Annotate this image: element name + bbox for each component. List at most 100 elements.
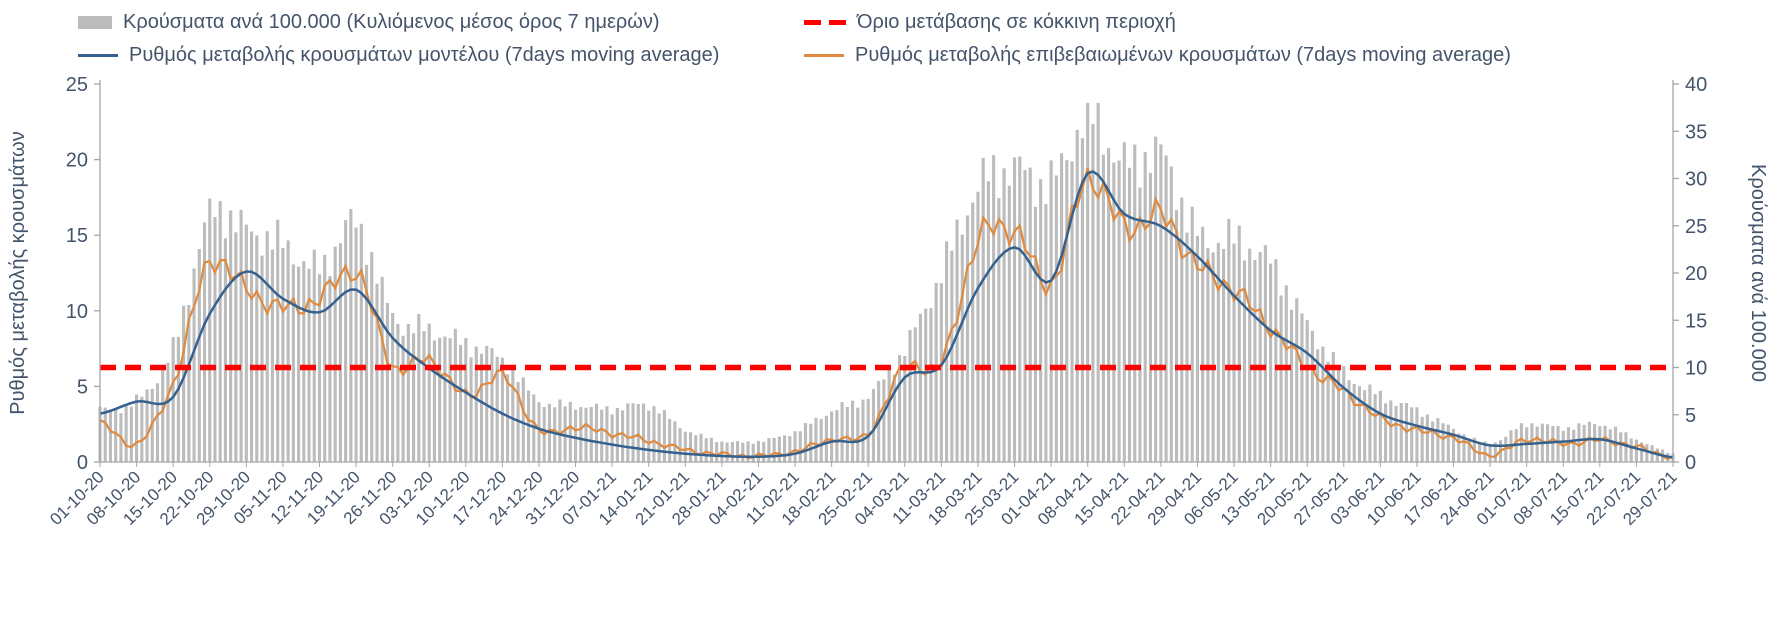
bar bbox=[1049, 160, 1053, 462]
bar bbox=[1206, 247, 1210, 462]
bar bbox=[1253, 259, 1257, 462]
axes bbox=[99, 80, 1674, 463]
bar bbox=[1201, 226, 1205, 462]
bar bbox=[882, 379, 886, 462]
left-axis-tick-label: 25 bbox=[66, 74, 88, 96]
bar bbox=[871, 389, 876, 462]
bar bbox=[391, 312, 395, 462]
bar bbox=[945, 241, 949, 462]
bar bbox=[197, 249, 201, 462]
bar bbox=[1331, 352, 1335, 462]
bar bbox=[955, 219, 959, 462]
bar bbox=[704, 438, 708, 462]
bar bbox=[1566, 427, 1571, 462]
bar bbox=[1436, 418, 1440, 462]
bar bbox=[756, 440, 761, 462]
bar bbox=[537, 402, 541, 462]
bar bbox=[600, 409, 604, 462]
right-axis-tick-label: 5 bbox=[1685, 405, 1696, 427]
model-line-series bbox=[99, 170, 1674, 459]
left-axis-tick-label: 10 bbox=[66, 301, 88, 323]
bar bbox=[1556, 426, 1560, 462]
bar bbox=[427, 323, 431, 462]
bar bbox=[573, 409, 578, 462]
bar bbox=[1415, 407, 1419, 462]
bar bbox=[234, 232, 238, 462]
bar bbox=[751, 443, 755, 462]
bar bbox=[1279, 295, 1283, 462]
bar bbox=[1122, 142, 1126, 463]
bar bbox=[1378, 390, 1382, 462]
bar bbox=[1258, 251, 1262, 462]
bar bbox=[735, 441, 740, 462]
bar bbox=[187, 305, 191, 462]
bar bbox=[1033, 206, 1038, 462]
bar bbox=[934, 282, 938, 462]
bar bbox=[1039, 179, 1043, 463]
bar bbox=[971, 202, 975, 462]
left-axis-title: Ρυθμός μεταβολής κρουσμάτων bbox=[7, 131, 29, 415]
bar bbox=[1143, 152, 1147, 462]
bar bbox=[1441, 423, 1445, 462]
bar bbox=[1211, 252, 1215, 462]
legend-item-cases-bars: Κρούσματα ανά 100.000 (Κυλιόμενος μέσος … bbox=[78, 6, 804, 39]
bar bbox=[1305, 320, 1309, 462]
bar bbox=[788, 436, 792, 462]
bar bbox=[1232, 243, 1236, 462]
bar bbox=[1216, 242, 1220, 462]
left-axis-tick-label: 0 bbox=[77, 452, 88, 474]
bar bbox=[699, 433, 703, 462]
legend-label-cases-bars: Κρούσματα ανά 100.000 (Κυλιόμενος μέσος … bbox=[123, 11, 660, 33]
left-axis-title-group: Ρυθμός μεταβολής κρουσμάτων bbox=[7, 131, 29, 415]
bar bbox=[1133, 144, 1137, 462]
bar bbox=[1363, 390, 1367, 462]
bar bbox=[1248, 248, 1252, 462]
legend-item-model-line: Ρυθμός μεταβολής κρουσμάτων μοντέλου (7d… bbox=[78, 39, 804, 72]
bar bbox=[432, 340, 437, 462]
bar bbox=[422, 331, 426, 462]
bar bbox=[1587, 421, 1591, 462]
bar bbox=[579, 407, 583, 462]
bar bbox=[965, 215, 970, 462]
bar bbox=[370, 252, 374, 462]
bar bbox=[218, 201, 222, 462]
bar bbox=[239, 209, 243, 462]
bar bbox=[903, 355, 907, 462]
bar bbox=[1624, 432, 1628, 462]
bar bbox=[1519, 423, 1524, 462]
bar bbox=[464, 337, 468, 462]
bar bbox=[385, 303, 389, 462]
bar bbox=[1462, 434, 1466, 462]
bar bbox=[803, 423, 808, 462]
bar bbox=[1368, 384, 1372, 462]
bar bbox=[1420, 416, 1424, 462]
bar bbox=[1478, 441, 1482, 462]
bar bbox=[694, 435, 698, 462]
bar bbox=[401, 335, 405, 462]
bar bbox=[1112, 162, 1116, 462]
bar bbox=[950, 250, 954, 462]
bar bbox=[359, 223, 363, 462]
bar bbox=[647, 410, 651, 462]
bar bbox=[1154, 136, 1158, 462]
bar bbox=[558, 399, 562, 462]
bar bbox=[124, 404, 128, 462]
bar bbox=[1002, 168, 1006, 463]
bar bbox=[1054, 175, 1058, 463]
bar bbox=[114, 408, 118, 462]
bar bbox=[103, 407, 107, 462]
bar bbox=[626, 403, 630, 462]
bar bbox=[129, 406, 133, 462]
bar bbox=[511, 368, 515, 462]
bar bbox=[1159, 144, 1163, 463]
bar bbox=[1373, 394, 1377, 462]
bar bbox=[1284, 285, 1288, 462]
bar bbox=[850, 400, 855, 462]
bar bbox=[1148, 172, 1152, 462]
bar bbox=[793, 431, 797, 462]
bar bbox=[1352, 383, 1356, 462]
bar bbox=[589, 407, 593, 462]
bar bbox=[688, 432, 693, 462]
model-line-swatch bbox=[78, 54, 118, 57]
